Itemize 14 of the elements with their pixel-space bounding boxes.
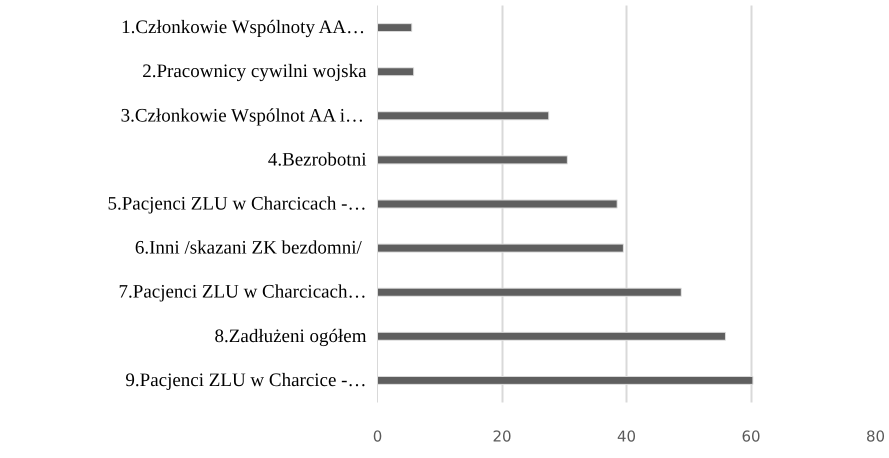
x-tick-label: 20 <box>492 428 512 446</box>
y-tick-label: 7.Pacjenci ZLU w Charcicach… <box>118 282 367 303</box>
y-tick-label: 2.Pracownicy cywilni wojska <box>142 61 368 82</box>
x-tick-label: 0 <box>372 428 382 446</box>
x-tick-label: 40 <box>616 428 636 446</box>
y-tick-label: 9.Pacjenci ZLU w Charcice -… <box>125 370 367 391</box>
y-tick-label: 1.Członkowie Wspólnoty AA… <box>121 17 366 38</box>
x-tick-label: 80 <box>866 428 886 446</box>
y-tick-label: 6.Inni /skazani ZK bezdomni/ <box>134 238 362 259</box>
y-tick-label: 5.Pacjenci ZLU w Charcicach -… <box>107 194 367 214</box>
x-tick-label: 60 <box>741 428 761 446</box>
y-tick-label: 4.Bezrobotni <box>268 149 367 170</box>
y-tick-label: 3.Członkowie Wspólnot AA i… <box>120 105 364 126</box>
y-tick-label: 8.Zadłużeni ogółem <box>214 326 367 347</box>
